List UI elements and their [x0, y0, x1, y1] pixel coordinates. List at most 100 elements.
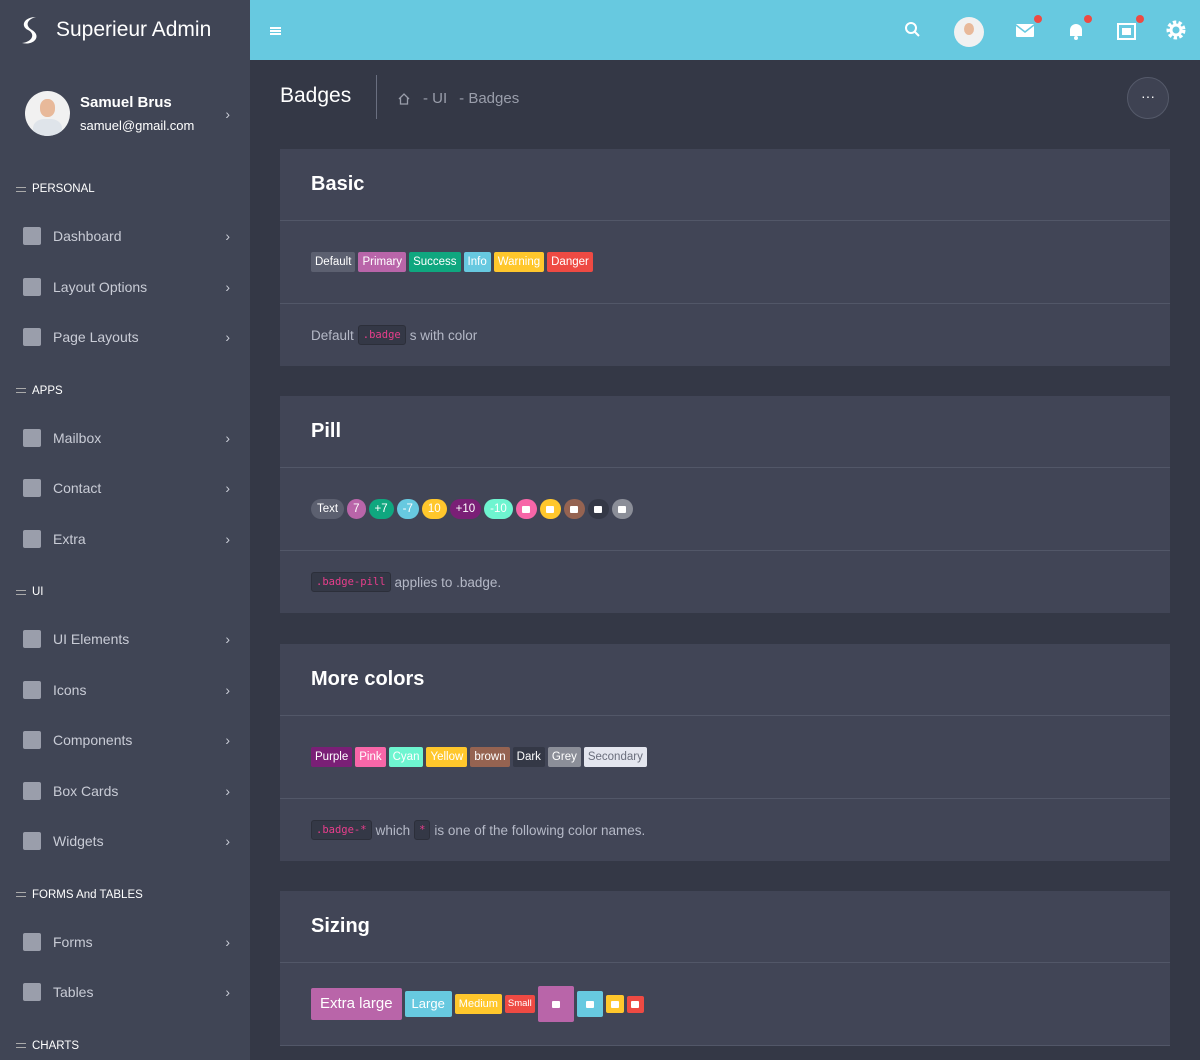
nav-item[interactable]: Extra ›: [0, 514, 250, 565]
topbar: [250, 0, 1200, 60]
nav-item[interactable]: Page Layouts ›: [0, 312, 250, 363]
nav-icon: [23, 630, 41, 649]
badge: Pink: [355, 747, 386, 767]
badge: 7: [347, 499, 366, 519]
badge: -7: [396, 499, 419, 519]
badge: Info: [463, 252, 491, 272]
chevron: ›: [225, 429, 230, 446]
chevron: ›: [225, 329, 230, 346]
nav-icon: [23, 479, 41, 498]
icon-badge: [537, 986, 574, 1022]
icon: [522, 505, 531, 513]
user-avatar[interactable]: [954, 17, 984, 47]
badge: +7: [368, 499, 394, 519]
code-snippet: .badge-pill: [311, 572, 391, 592]
settings[interactable]: [1166, 20, 1186, 40]
mail[interactable]: [1015, 15, 1042, 37]
icon: [594, 505, 603, 513]
nav-icon: [23, 832, 41, 851]
nav-item[interactable]: Widgets ›: [0, 816, 250, 867]
notifications[interactable]: [1070, 15, 1092, 40]
nav-label: Layout Options: [53, 278, 148, 295]
user-email: samuel@gmail.com: [80, 118, 195, 133]
chevron: ›: [225, 782, 230, 799]
gift[interactable]: [1117, 15, 1144, 40]
code-snippet: .badge: [357, 325, 406, 345]
badge: -10: [484, 499, 513, 519]
card-title: More colors: [280, 644, 1170, 716]
nav-icon: [23, 227, 41, 246]
card-footer: Default .badge s with color: [280, 304, 1170, 366]
logo-icon: [22, 17, 37, 44]
home-icon[interactable]: [397, 92, 411, 106]
content: Badges - UI - Badges ··· Basic Default Prim…: [250, 60, 1200, 1060]
divider: [376, 75, 377, 119]
footer-text: applies to .badge.: [394, 574, 502, 590]
user-panel[interactable]: Samuel Brus samuel@gmail.com ›: [0, 60, 250, 167]
icon-badge: [587, 499, 609, 519]
more-button[interactable]: ···: [1127, 77, 1169, 119]
nav-label: UI Elements: [53, 631, 130, 648]
icon-badge: [563, 499, 585, 519]
nav-label: Contact: [53, 480, 102, 497]
nav-item[interactable]: Contact ›: [0, 463, 250, 514]
nav-heading: PERSONAL: [0, 167, 250, 211]
card: Sizing Extra large Large Medium Small: [280, 891, 1170, 1046]
icon: [570, 505, 579, 513]
nav-item[interactable]: Tables ›: [0, 967, 250, 1018]
nav-label: Widgets: [53, 833, 104, 850]
nav-item[interactable]: Mailbox ›: [0, 413, 250, 464]
badge: Secondary: [583, 747, 647, 767]
search[interactable]: [905, 22, 920, 37]
chevron: ›: [225, 732, 230, 749]
nav-label: Forms: [53, 933, 93, 950]
topbar-icons: [270, 15, 1186, 47]
card-body: Default Primary Success Info Warning Danger: [280, 221, 1170, 304]
nav-item[interactable]: Icons ›: [0, 665, 250, 716]
page-header: Badges - UI - Badges ···: [250, 60, 1200, 149]
nav-icon: [23, 932, 41, 951]
badge: Cyan: [388, 747, 424, 767]
footer-text: is one of the following color names.: [434, 822, 646, 838]
badge: Purple: [311, 747, 353, 767]
nav-item[interactable]: Components ›: [0, 715, 250, 766]
badge: Extra large: [311, 988, 402, 1020]
badge: Default: [311, 252, 356, 272]
card-footer: .badge-* which * is one of the following co…: [280, 799, 1170, 861]
icon: [631, 1000, 640, 1008]
chevron: ›: [225, 278, 230, 295]
icon-badge: [626, 995, 644, 1013]
card-title: Basic: [280, 149, 1170, 221]
nav-item[interactable]: Forms ›: [0, 917, 250, 968]
card-footer: .badge-pill applies to .badge.: [280, 551, 1170, 613]
nav-heading: FORMS And TABLES: [0, 873, 250, 917]
icon: [610, 1000, 619, 1008]
card: Basic Default Primary Success Info Warning Dan…: [280, 149, 1170, 366]
icon: [585, 1000, 594, 1008]
nav: PERSONAL Dashboard › Layout Options › Page La…: [0, 167, 250, 1060]
breadcrumb-item[interactable]: - Badges: [459, 90, 520, 107]
nav-item[interactable]: Dashboard ›: [0, 211, 250, 262]
icon-badge: [515, 499, 537, 519]
nav-label: Tables: [53, 984, 94, 1001]
chevron: ›: [225, 681, 230, 698]
card: More colors Purple Pink Cyan Yellow brown Dark…: [280, 644, 1170, 861]
icon: [551, 1000, 560, 1008]
badge: Warning: [493, 252, 545, 272]
menu-toggle[interactable]: [270, 27, 281, 35]
chevron: ›: [225, 933, 230, 950]
nav-item[interactable]: Layout Options ›: [0, 262, 250, 313]
nav-item[interactable]: Box Cards ›: [0, 766, 250, 817]
icon-badge: [576, 991, 603, 1017]
icon-badge: [611, 499, 633, 519]
nav-heading: APPS: [0, 369, 250, 413]
badge: Medium: [454, 994, 502, 1014]
nav-icon: [23, 328, 41, 347]
nav-item[interactable]: UI Elements ›: [0, 614, 250, 665]
breadcrumb-item[interactable]: - UI: [423, 90, 448, 107]
footer-text: Default: [311, 327, 354, 343]
badge: Small: [504, 995, 535, 1013]
icon: [546, 505, 555, 513]
code-snippet: *: [414, 820, 431, 840]
brand-name: Superieur Admin: [56, 18, 212, 41]
